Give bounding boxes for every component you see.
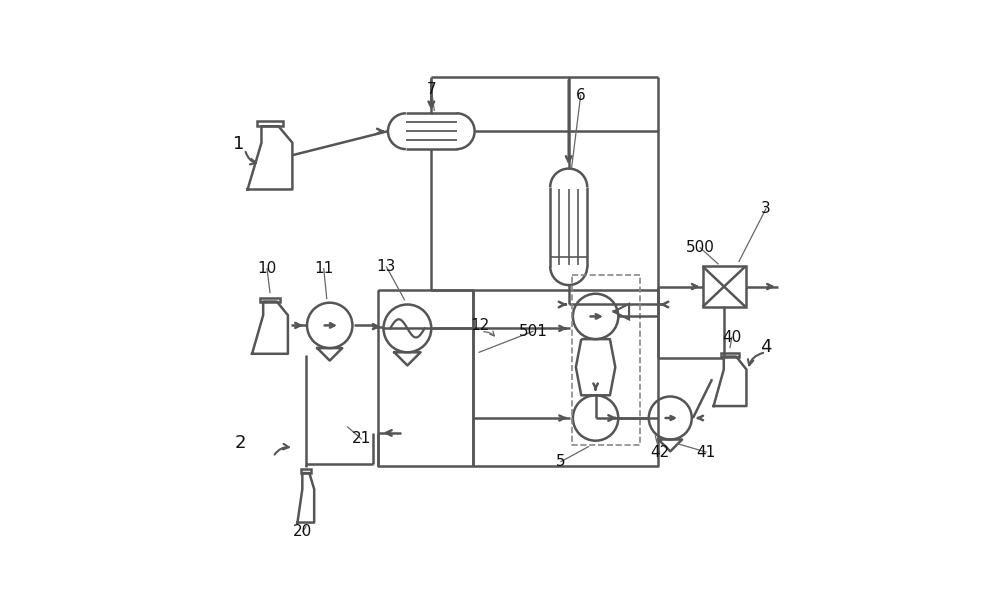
Text: 501: 501	[518, 324, 547, 339]
Text: 3: 3	[761, 201, 771, 216]
Text: 13: 13	[377, 259, 396, 274]
Bar	[301, 469, 311, 473]
Bar	[703, 267, 746, 307]
Text: 4: 4	[760, 338, 772, 356]
Text: 21: 21	[352, 431, 371, 446]
Text: 40: 40	[722, 330, 741, 345]
Text: 10: 10	[257, 261, 277, 276]
Text: 500: 500	[686, 240, 715, 255]
Text: 5: 5	[556, 454, 566, 469]
Text: 7: 7	[426, 82, 436, 97]
Text: 12: 12	[470, 318, 489, 333]
Bar	[721, 353, 739, 356]
Bar	[260, 298, 280, 302]
Text: 42: 42	[650, 444, 669, 459]
Text: 1: 1	[233, 135, 244, 153]
Text: 20: 20	[293, 524, 312, 539]
Text: 11: 11	[314, 261, 333, 276]
Bar	[257, 121, 283, 126]
Text: 41: 41	[696, 444, 716, 459]
Text: 2: 2	[234, 434, 246, 452]
Text: 6: 6	[576, 88, 586, 103]
